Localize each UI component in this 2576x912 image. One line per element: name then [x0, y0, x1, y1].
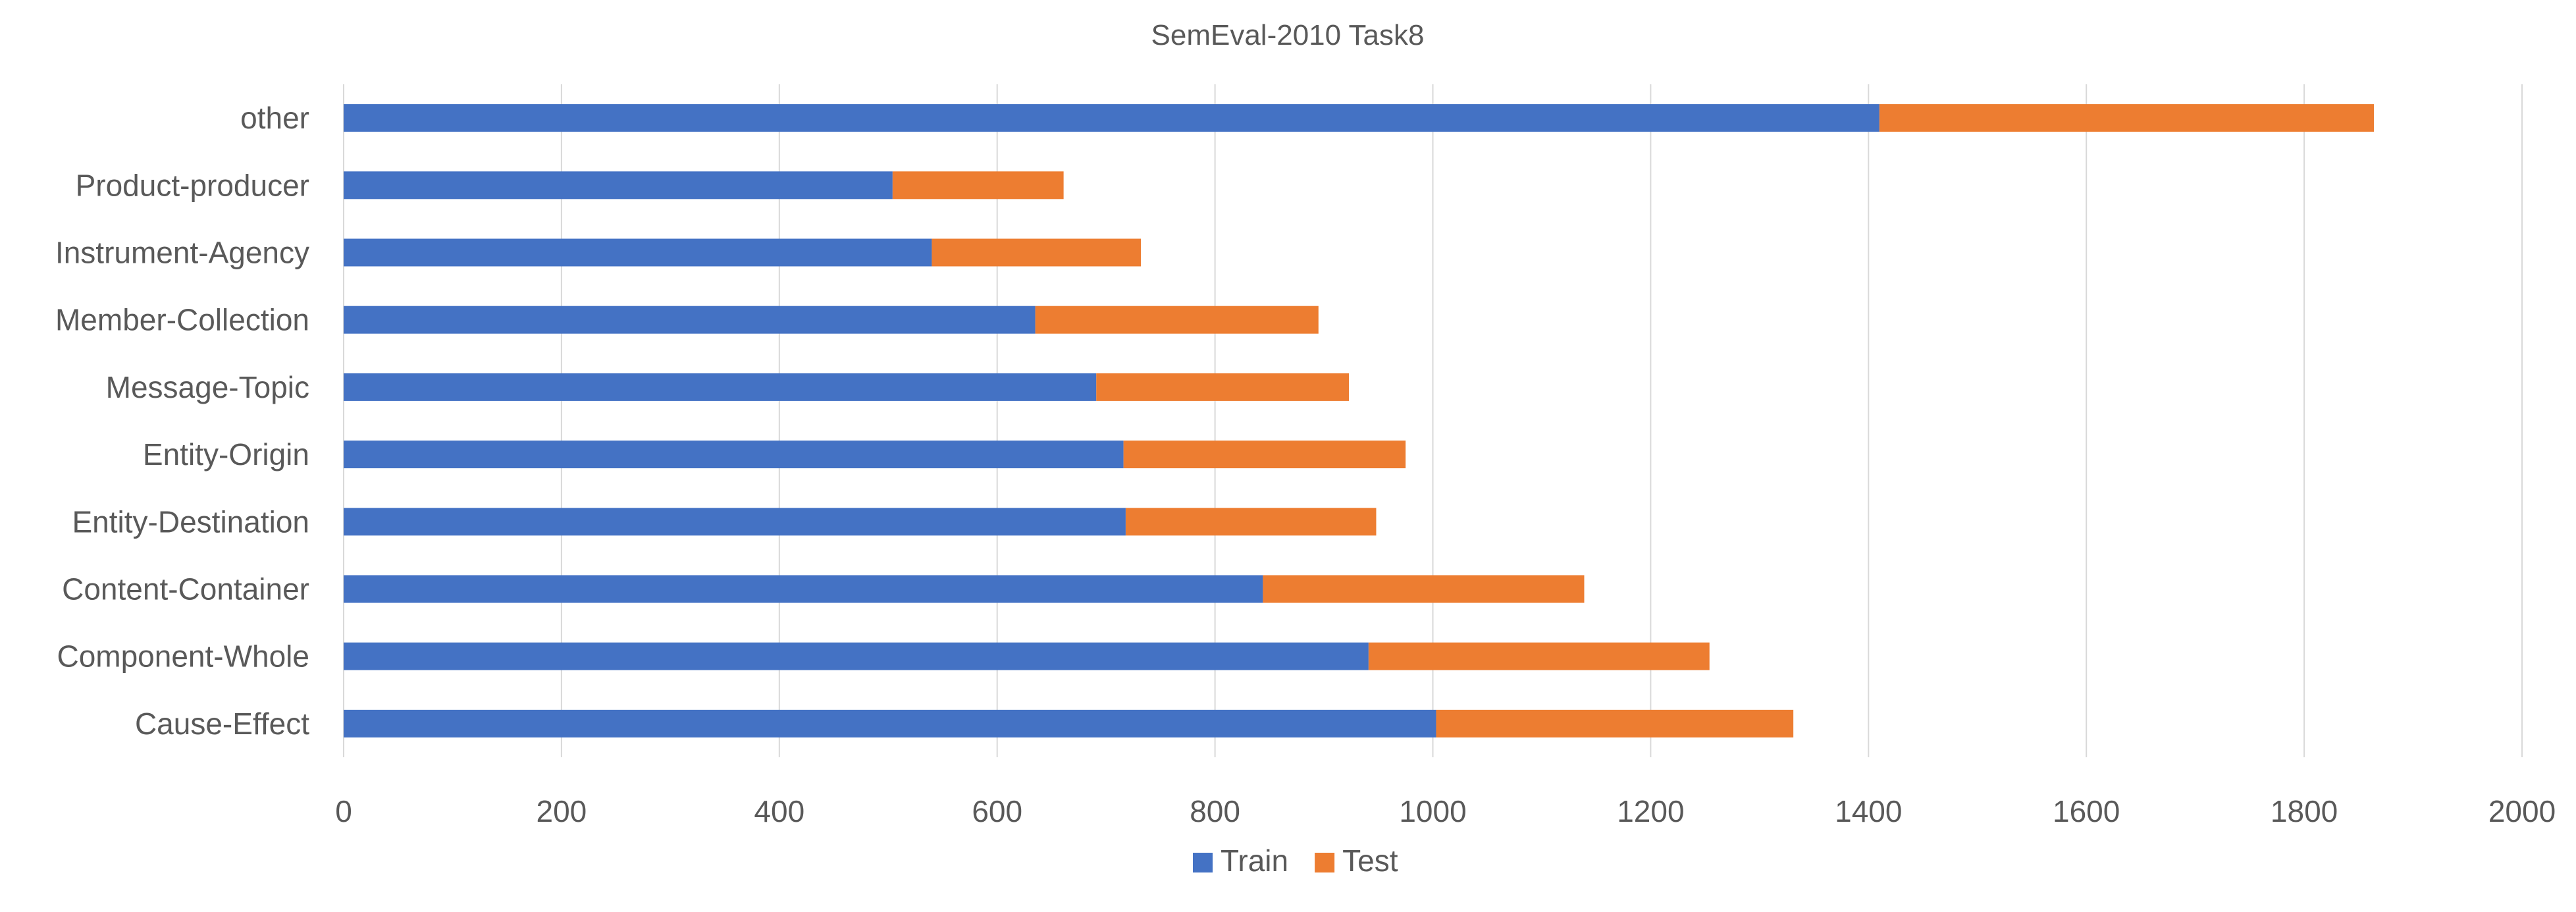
bar-train-product-producer: [344, 171, 893, 200]
bar-test-member-collection: [1035, 306, 1319, 334]
x-axis-tick-labels: 0 200 400 600 800 1000 1200 1400 1600 1800 2000: [335, 794, 2556, 828]
legend: Train Test: [1193, 844, 1398, 878]
bar-test-product-producer: [892, 171, 1064, 200]
legend-swatch-test: [1315, 853, 1335, 872]
bar-test-cause-effect: [1436, 709, 1794, 738]
category-label: Entity-Destination: [72, 504, 310, 539]
x-tick-label: 600: [972, 794, 1022, 828]
chart-title: SemEval-2010 Task8: [1151, 19, 1425, 51]
legend-label-test: Test: [1342, 844, 1398, 878]
bar-train-cause-effect: [344, 709, 1436, 738]
category-label: Entity-Origin: [143, 437, 309, 471]
x-tick-label: 1400: [1835, 794, 1902, 828]
category-label: other: [240, 101, 309, 135]
bar-train-instrument-agency: [344, 238, 932, 267]
bar-train-message-topic: [344, 373, 1097, 401]
category-label: Cause-Effect: [135, 707, 309, 741]
bar-train-member-collection: [344, 306, 1036, 334]
bar-test-instrument-agency: [932, 238, 1142, 267]
x-tick-label: 200: [537, 794, 587, 828]
bar-test-content-container: [1263, 575, 1585, 603]
bar-test-message-topic: [1096, 373, 1350, 401]
category-label: Product-producer: [76, 168, 309, 202]
x-tick-label: 400: [754, 794, 804, 828]
bar-train-entity-destination: [344, 508, 1126, 536]
category-label: Component-Whole: [57, 639, 309, 674]
x-tick-label: 1000: [1399, 794, 1466, 828]
legend-swatch-train: [1193, 853, 1213, 872]
category-labels: other Product-producer Instrument-Agency Me…: [55, 101, 309, 741]
category-label: Instrument-Agency: [55, 236, 309, 270]
x-tick-label: 1600: [2053, 794, 2120, 828]
x-tick-label: 0: [335, 794, 352, 828]
bar-train-component-whole: [344, 642, 1369, 670]
x-tick-label: 1200: [1617, 794, 1684, 828]
x-tick-label: 1800: [2271, 794, 2338, 828]
bars: [344, 104, 2374, 738]
bar-train-entity-origin: [344, 441, 1124, 469]
bar-test-component-whole: [1368, 642, 1710, 670]
bar-test-other: [1879, 104, 2374, 132]
category-label: Member-Collection: [55, 303, 309, 337]
category-label: Message-Topic: [106, 370, 309, 404]
bar-train-other: [344, 104, 1879, 132]
x-tick-label: 800: [1190, 794, 1240, 828]
bar-test-entity-origin: [1123, 441, 1406, 469]
category-label: Content-Container: [62, 572, 309, 606]
legend-label-train: Train: [1221, 844, 1288, 878]
x-tick-label: 2000: [2488, 794, 2556, 828]
bar-test-entity-destination: [1125, 508, 1377, 536]
bar-train-content-container: [344, 575, 1263, 603]
